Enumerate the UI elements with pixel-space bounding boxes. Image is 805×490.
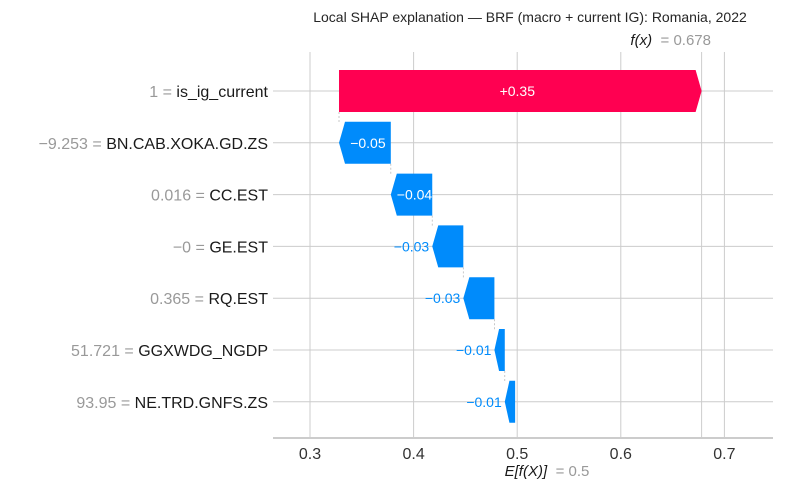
bars: +0.35 −0.05 −0.04 −0.03 −0.03 −0.01 −0.01	[338, 70, 702, 423]
shap-bar	[432, 225, 464, 268]
feature-label: 93.95 = NE.TRD.GNFS.ZS	[76, 395, 268, 412]
feature-name: GE.EST	[209, 239, 268, 256]
base-value: = 0.5	[556, 463, 590, 480]
x-tick-label: 0.6	[610, 446, 632, 463]
feature-label: −0 = GE.EST	[173, 239, 268, 256]
feature-label: −9.253 = BN.CAB.XOKA.GD.ZS	[39, 136, 268, 153]
fx-annotation: f(x) = 0.678	[630, 32, 711, 49]
feature-label: 0.016 = CC.EST	[151, 188, 268, 205]
x-tick-label: 0.4	[402, 446, 424, 463]
feature-value: 0.016 =	[151, 188, 209, 205]
bar-value-label: −0.05	[350, 135, 386, 151]
feature-label: 1 = is_ig_current	[149, 84, 268, 101]
feature-name: BN.CAB.XOKA.GD.ZS	[106, 136, 268, 153]
feature-value: −9.253 =	[39, 136, 107, 153]
bar-value-label: −0.01	[466, 394, 502, 410]
feature-name: NE.TRD.GNFS.ZS	[135, 395, 268, 412]
x-axis-ticks: 0.3 0.4 0.5 0.6 0.7	[299, 446, 736, 463]
feature-name: RQ.EST	[208, 291, 268, 308]
bar-value-label: −0.04	[397, 187, 433, 203]
feature-name: CC.EST	[209, 188, 268, 205]
fx-value: = 0.678	[661, 32, 711, 49]
feature-name: GGXWDG_NGDP	[138, 343, 268, 360]
feature-value: 0.365 =	[150, 291, 208, 308]
bar-value-label: −0.03	[394, 238, 430, 254]
feature-name: is_ig_current	[176, 84, 268, 101]
feature-value: 1 =	[149, 84, 176, 101]
base-label: E[f(X)]	[505, 463, 548, 480]
chart-title: Local SHAP explanation — BRF (macro + cu…	[313, 9, 747, 25]
x-tick-label: 0.3	[299, 446, 321, 463]
base-annotation: E[f(X)] = 0.5	[505, 463, 590, 480]
feature-value: 93.95 =	[76, 395, 134, 412]
y-axis-labels: 1 = is_ig_current −9.253 = BN.CAB.XOKA.GD…	[39, 84, 269, 412]
shap-bar	[339, 121, 391, 164]
grid	[273, 52, 773, 437]
fx-label: f(x)	[630, 32, 652, 49]
feature-value: 51.721 =	[71, 343, 138, 360]
bar-value-label: +0.35	[500, 83, 536, 99]
feature-label: 0.365 = RQ.EST	[150, 291, 268, 308]
feature-label: 51.721 = GGXWDG_NGDP	[71, 343, 268, 360]
shap-bar	[339, 70, 702, 112]
shap-bar	[390, 173, 433, 216]
feature-value: −0 =	[173, 239, 209, 256]
shap-bar	[504, 380, 516, 423]
shap-bar	[494, 329, 505, 371]
bar-value-label: −0.03	[425, 290, 461, 306]
bar-value-label: −0.01	[456, 342, 492, 358]
x-tick-label: 0.5	[506, 446, 528, 463]
x-tick-label: 0.7	[713, 446, 735, 463]
shap-bar	[463, 277, 495, 320]
